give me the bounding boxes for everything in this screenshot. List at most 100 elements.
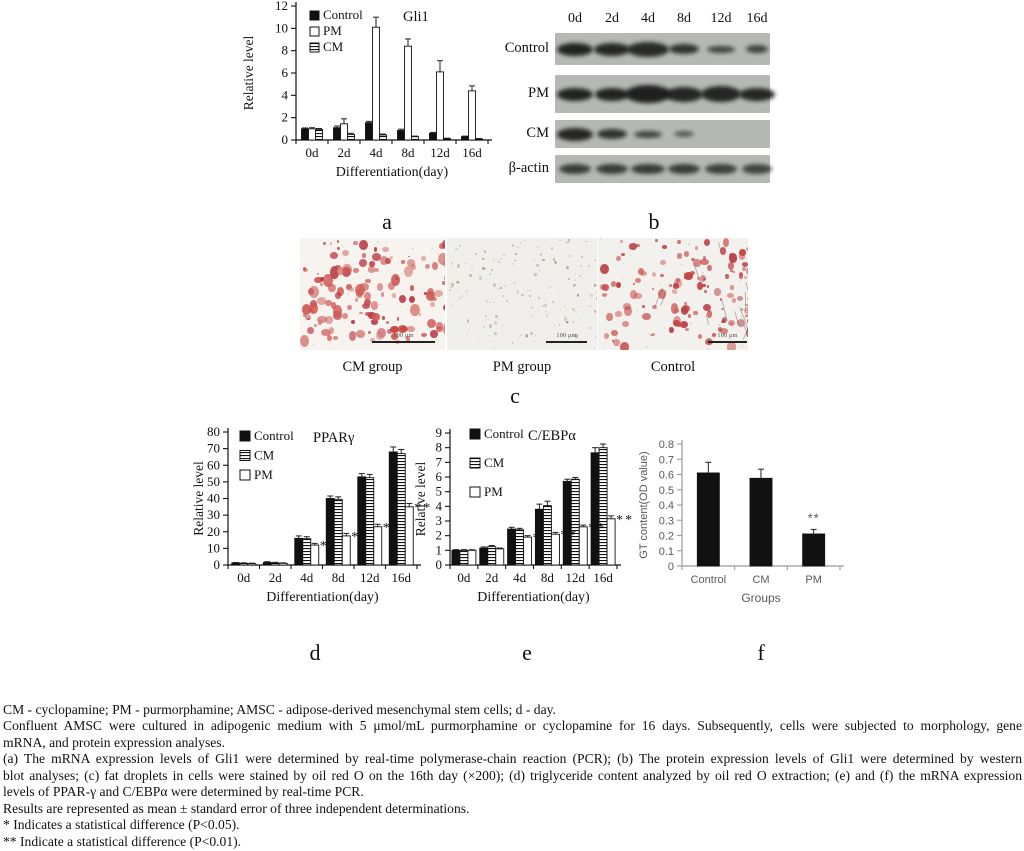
stain-speck	[716, 301, 718, 303]
legend-swatch	[469, 428, 481, 440]
stain-droplet	[669, 326, 675, 334]
bar	[578, 526, 588, 566]
stain-speck	[422, 292, 424, 294]
stain-droplet	[745, 303, 748, 307]
stain-droplet	[595, 336, 597, 338]
stain-speck	[729, 293, 731, 296]
stain-droplet	[703, 290, 707, 293]
stain-droplet	[747, 319, 748, 323]
stain-droplet	[349, 330, 357, 341]
stain-speck	[603, 348, 606, 350]
x-tick-label: 8d	[541, 570, 555, 585]
stain-droplet	[574, 334, 578, 338]
stain-speck	[344, 260, 347, 262]
stain-droplet	[732, 271, 735, 273]
stain-droplet	[587, 265, 590, 268]
y-tick-label: 0.7	[659, 454, 674, 466]
stain-droplet	[467, 329, 470, 331]
stain-droplet	[531, 315, 534, 318]
stain-droplet	[722, 238, 729, 248]
stain-droplet	[438, 253, 445, 266]
stain-speck	[535, 276, 537, 278]
stain-droplet	[593, 309, 597, 314]
stain-droplet	[433, 289, 444, 297]
stain-droplet	[514, 259, 516, 262]
legend-label: Control	[323, 7, 363, 22]
bar	[429, 132, 437, 141]
stain-droplet	[520, 241, 522, 244]
stain-speck	[508, 284, 510, 286]
stain-droplet	[611, 329, 618, 337]
y-tick-label: 0.2	[659, 531, 674, 543]
stain-droplet	[368, 260, 375, 268]
y-tick-label: 8	[436, 440, 443, 455]
stain-droplet	[680, 321, 689, 328]
stain-droplet	[386, 320, 389, 324]
stain-droplet	[545, 313, 549, 317]
stain-droplet	[568, 255, 571, 258]
stain-droplet	[457, 264, 460, 268]
blot-band	[557, 127, 593, 141]
stain-droplet	[365, 299, 371, 305]
y-tick-label: 8	[282, 43, 289, 58]
stain-droplet	[435, 322, 444, 331]
stain-droplet	[500, 258, 503, 261]
stain-droplet	[573, 285, 576, 288]
y-tick-label: 20	[207, 524, 220, 539]
x-axis-title: Differentiation(day)	[477, 590, 590, 605]
stain-speck	[545, 310, 547, 313]
bar	[239, 562, 249, 566]
bar	[598, 447, 608, 566]
cell-fiber	[747, 305, 748, 323]
stain-droplet	[482, 258, 484, 260]
bar	[397, 130, 405, 141]
stain-speck	[576, 240, 578, 242]
scale-bar-label: 100 μm	[393, 333, 414, 339]
stain-droplet	[550, 246, 553, 251]
stain-droplet	[624, 305, 632, 316]
stain-droplet	[635, 243, 640, 247]
stain-droplet	[426, 290, 436, 302]
legend-swatch	[469, 486, 481, 498]
stain-droplet	[552, 300, 555, 304]
caption-line: Results are represented as mean ± standa…	[3, 800, 470, 816]
stain-droplet	[615, 256, 621, 261]
bar	[340, 123, 348, 141]
stain-droplet	[725, 274, 729, 280]
stain-droplet	[367, 266, 376, 273]
blot-band	[594, 42, 630, 56]
stain-speck	[431, 248, 433, 251]
stain-droplet	[732, 297, 737, 303]
panel-label-b: b	[648, 209, 660, 234]
stain-droplet	[500, 287, 503, 289]
scale-bar	[372, 341, 435, 343]
stain-droplet	[719, 327, 728, 335]
stain-droplet	[741, 267, 746, 271]
stain-speck	[549, 286, 552, 288]
bar	[507, 528, 517, 566]
y-tick-label: 70	[207, 441, 220, 456]
stain-speck	[627, 247, 630, 250]
stain-droplet	[566, 321, 568, 323]
stain-speck	[472, 292, 474, 294]
stain-droplet	[442, 303, 445, 312]
stain-droplet	[451, 305, 454, 307]
stain-droplet	[386, 329, 392, 335]
stain-droplet	[320, 276, 324, 282]
stain-droplet	[516, 290, 520, 294]
stain-speck	[448, 319, 450, 321]
stain-droplet	[590, 293, 593, 297]
bar	[262, 562, 272, 566]
stain-droplet	[410, 303, 421, 317]
bar	[247, 563, 257, 566]
bar	[479, 547, 489, 566]
stain-droplet	[420, 332, 427, 337]
stain-droplet	[325, 299, 332, 307]
stain-speck	[717, 323, 720, 326]
stain-droplet	[676, 253, 683, 259]
stain-droplet	[406, 336, 411, 342]
stain-speck	[721, 294, 723, 296]
stain-speck	[342, 246, 344, 248]
stain-droplet	[671, 288, 678, 294]
